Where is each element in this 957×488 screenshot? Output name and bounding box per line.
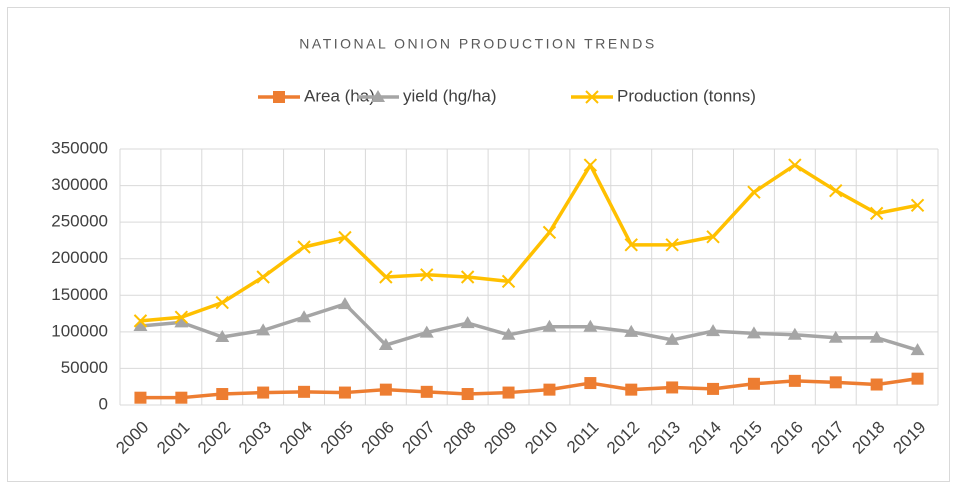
marker bbox=[216, 388, 229, 401]
marker bbox=[910, 343, 925, 356]
marker bbox=[706, 324, 721, 337]
marker bbox=[215, 329, 230, 342]
y-tick-label: 0 bbox=[99, 394, 108, 413]
chart-border bbox=[7, 7, 950, 482]
y-tick-label: 250000 bbox=[51, 212, 108, 231]
marker bbox=[666, 381, 679, 394]
marker bbox=[133, 314, 148, 328]
marker bbox=[501, 274, 516, 289]
marker bbox=[297, 240, 311, 254]
marker bbox=[585, 90, 599, 104]
marker bbox=[788, 158, 802, 172]
marker bbox=[911, 372, 924, 385]
marker bbox=[256, 323, 271, 336]
marker bbox=[298, 385, 311, 398]
marker bbox=[543, 383, 556, 396]
marker bbox=[460, 270, 475, 284]
marker bbox=[542, 319, 557, 332]
marker bbox=[707, 382, 720, 395]
marker bbox=[337, 297, 352, 310]
marker bbox=[419, 325, 434, 338]
marker bbox=[378, 338, 393, 351]
marker bbox=[502, 386, 515, 399]
marker bbox=[747, 377, 760, 390]
marker bbox=[256, 270, 270, 284]
marker bbox=[624, 324, 639, 337]
marker bbox=[174, 315, 189, 328]
marker bbox=[583, 319, 598, 332]
series-line bbox=[140, 163, 918, 323]
series bbox=[134, 372, 924, 404]
marker bbox=[460, 316, 475, 329]
legend-label: yield (hg/ha) bbox=[403, 86, 497, 105]
chart-title: NATIONAL ONION PRODUCTION TRENDS bbox=[299, 36, 656, 52]
y-tick-label: 50000 bbox=[61, 358, 108, 377]
marker bbox=[665, 238, 679, 252]
marker bbox=[338, 230, 352, 245]
marker bbox=[869, 330, 884, 343]
series-line bbox=[140, 376, 918, 400]
y-tick-label: 100000 bbox=[51, 321, 108, 340]
marker bbox=[829, 376, 842, 389]
marker bbox=[542, 225, 557, 240]
marker bbox=[828, 330, 843, 343]
series bbox=[133, 297, 925, 356]
marker bbox=[175, 391, 188, 404]
marker bbox=[747, 185, 761, 199]
marker bbox=[870, 378, 883, 391]
marker bbox=[706, 230, 720, 244]
marker bbox=[788, 374, 801, 387]
marker bbox=[501, 327, 516, 340]
marker bbox=[338, 386, 351, 399]
y-tick-label: 200000 bbox=[51, 248, 108, 267]
marker bbox=[379, 383, 392, 396]
y-tick-label: 300000 bbox=[51, 175, 108, 194]
marker bbox=[215, 295, 229, 310]
marker bbox=[257, 386, 270, 399]
marker bbox=[624, 238, 638, 252]
legend-label: Area (ha) bbox=[304, 86, 375, 105]
marker bbox=[829, 183, 843, 198]
marker bbox=[371, 90, 385, 102]
y-tick-label: 150000 bbox=[51, 285, 108, 304]
marker bbox=[625, 383, 638, 396]
marker bbox=[134, 391, 147, 404]
marker bbox=[746, 326, 761, 339]
marker bbox=[133, 319, 148, 332]
marker bbox=[461, 388, 474, 401]
marker bbox=[665, 332, 680, 345]
marker bbox=[379, 270, 393, 284]
marker bbox=[584, 377, 597, 390]
marker bbox=[174, 310, 189, 324]
y-tick-label: 350000 bbox=[51, 138, 108, 157]
marker bbox=[869, 206, 884, 221]
marker bbox=[420, 268, 434, 282]
marker bbox=[273, 91, 285, 103]
marker bbox=[787, 327, 802, 340]
series-line bbox=[140, 302, 919, 352]
series bbox=[133, 158, 925, 328]
marker bbox=[297, 310, 312, 323]
marker bbox=[910, 198, 925, 213]
marker bbox=[583, 158, 598, 172]
legend-label: Production (tonns) bbox=[617, 86, 756, 105]
marker bbox=[420, 385, 433, 398]
